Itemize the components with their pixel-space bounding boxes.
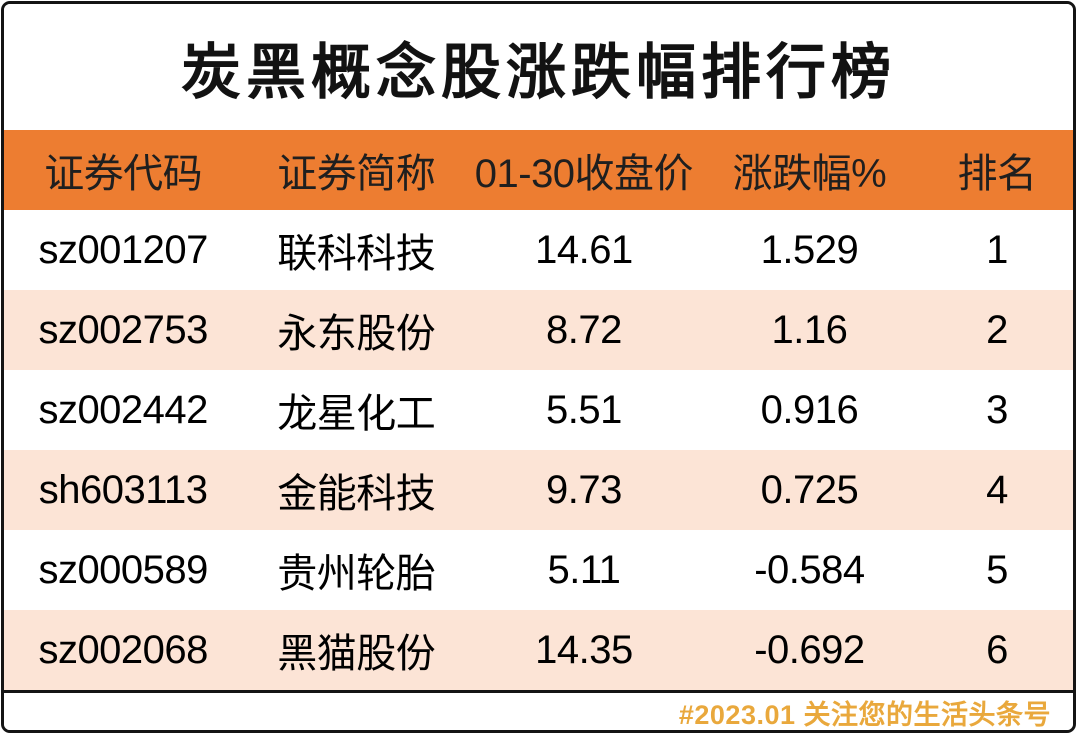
footer-band: #2023.01 关注您的生活头条号 [4,693,1073,730]
cell-rank: 3 [986,387,1008,432]
cell-change: 0.725 [760,467,859,512]
cell-change: 0.916 [760,387,859,432]
cell-change: 1.16 [771,307,848,352]
table-row: sz000589 贵州轮胎 5.11 -0.584 5 [4,530,1073,610]
column-header-rank: 排名 [957,152,1037,196]
table-row: sz002068 黑猫股份 14.35 -0.692 6 [4,610,1073,690]
cell-name: 贵州轮胎 [277,552,436,596]
cell-close: 5.51 [545,387,622,432]
footer-credit: #2023.01 关注您的生活头条号 [678,700,1051,730]
table-row: sh603113 金能科技 9.73 0.725 4 [4,450,1073,530]
cell-code: sz001207 [38,227,208,272]
cell-code: sz002442 [38,387,208,432]
cell-code: sh603113 [38,467,208,512]
cell-name: 金能科技 [277,472,436,516]
cell-close: 9.73 [545,467,622,512]
cell-rank: 2 [986,307,1008,352]
cell-close: 14.35 [535,627,633,672]
cell-name: 黑猫股份 [277,632,436,676]
cell-code: sz002068 [38,627,208,672]
table-header-row: 证券代码 证券简称 01-30收盘价 涨跌幅% 排名 [4,130,1073,210]
cell-change: 1.529 [760,227,859,272]
cell-rank: 5 [986,547,1008,592]
cell-close: 8.72 [545,307,622,352]
title-band: 炭黑概念股涨跌幅排行榜 [4,4,1073,130]
table-row: sz002442 龙星化工 5.51 0.916 3 [4,370,1073,450]
column-header-name: 证券简称 [277,152,436,196]
cell-close: 5.11 [547,547,621,592]
cell-name: 联科科技 [277,232,436,276]
footer-divider [4,690,1073,693]
cell-code: sz000589 [38,547,208,592]
cell-code: sz002753 [38,307,208,352]
table-row: sz002753 永东股份 8.72 1.16 2 [4,290,1073,370]
column-header-close: 01-30收盘价 [474,152,694,196]
column-header-code: 证券代码 [44,152,203,196]
cell-close: 14.61 [535,227,633,272]
cell-change: -0.692 [754,627,865,672]
cell-name: 永东股份 [277,312,436,356]
page-title: 炭黑概念股涨跌幅排行榜 [181,39,896,106]
cell-rank: 4 [986,467,1008,512]
cell-change: -0.584 [754,547,865,592]
cell-name: 龙星化工 [277,392,436,436]
table-row: sz001207 联科科技 14.61 1.529 1 [4,210,1073,290]
column-header-change: 涨跌幅% [732,152,887,196]
cell-rank: 1 [986,227,1008,272]
cell-rank: 6 [986,627,1008,672]
